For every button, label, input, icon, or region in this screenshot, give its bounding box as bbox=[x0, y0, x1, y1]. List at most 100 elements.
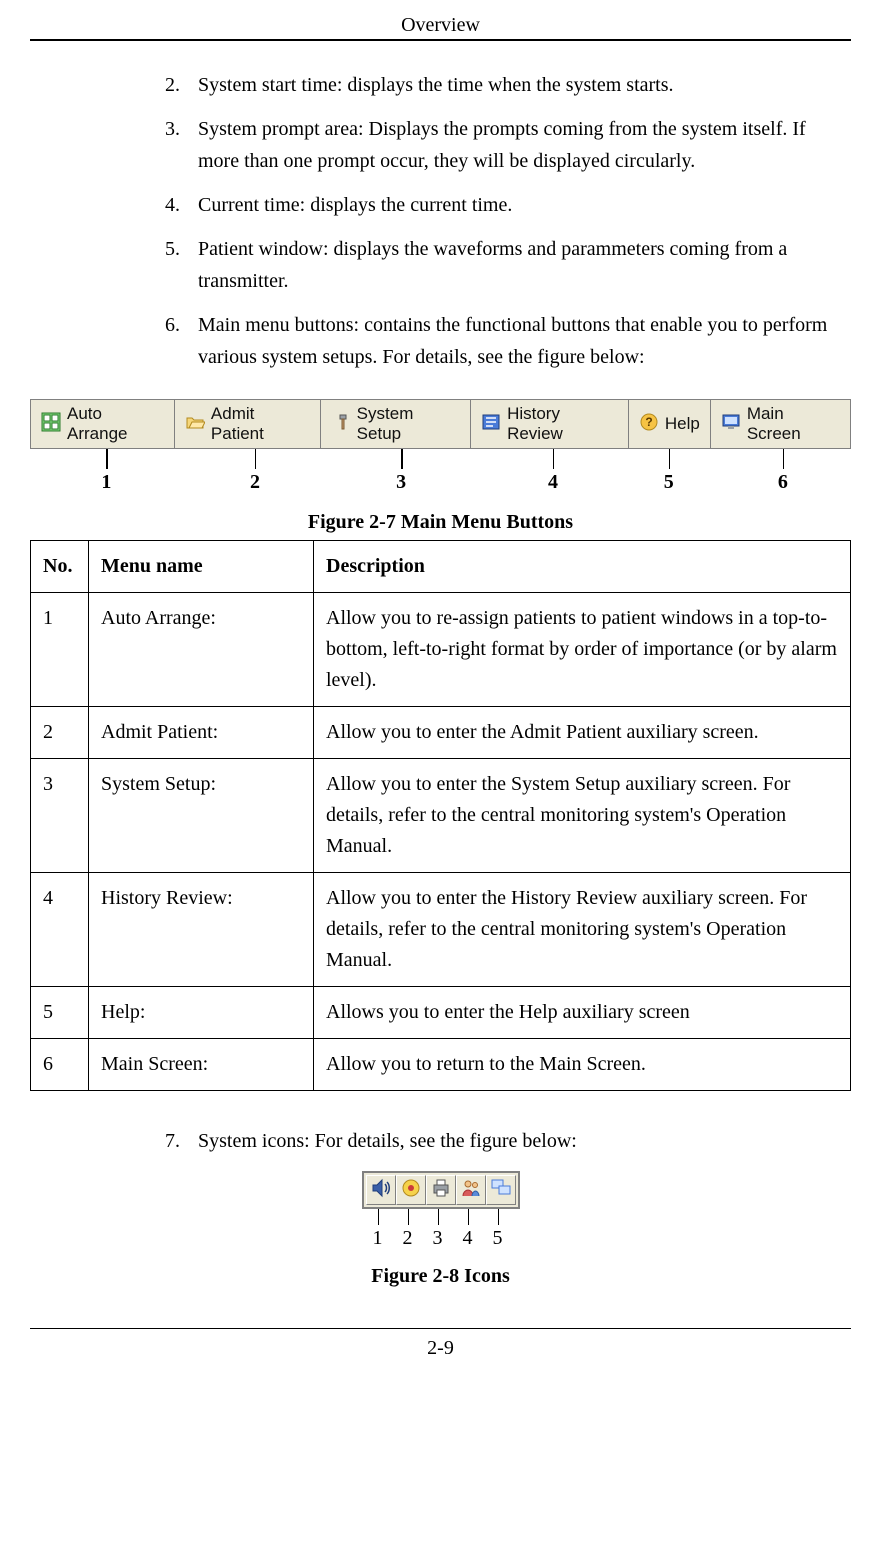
table-header-no: No. bbox=[31, 541, 89, 593]
leader-line bbox=[438, 1209, 440, 1225]
leader-line bbox=[783, 449, 785, 469]
leader-label: 4 bbox=[463, 1227, 473, 1250]
table-cell-desc: Allow you to enter the System Setup auxi… bbox=[314, 759, 851, 873]
table-cell-no: 1 bbox=[31, 593, 89, 707]
table-cell-menu: Auto Arrange: bbox=[89, 593, 314, 707]
table-cell-no: 2 bbox=[31, 707, 89, 759]
printer-icon bbox=[430, 1177, 452, 1204]
list-item-number: 7. bbox=[150, 1125, 180, 1157]
footer-page-number: 2-9 bbox=[30, 1337, 851, 1360]
history-review-button[interactable]: History Review bbox=[471, 400, 629, 448]
table-row: 1 Auto Arrange:Allow you to re-assign pa… bbox=[31, 593, 851, 707]
monitor-icon bbox=[721, 412, 741, 437]
list-item-text: Main menu buttons: contains the function… bbox=[198, 314, 827, 368]
volume-button[interactable] bbox=[366, 1175, 396, 1205]
leader-label: 3 bbox=[433, 1227, 443, 1250]
table-cell-no: 6 bbox=[31, 1039, 89, 1091]
help-button[interactable]: ? Help bbox=[629, 400, 711, 448]
toolbar-button-label: Main Screen bbox=[747, 404, 840, 444]
list-item-text: System start time: displays the time whe… bbox=[198, 74, 674, 96]
header-title: Overview bbox=[30, 14, 851, 39]
toolbar-button-label: History Review bbox=[507, 404, 618, 444]
table-header-desc: Description bbox=[314, 541, 851, 593]
list-item-text: System prompt area: Displays the prompts… bbox=[198, 118, 806, 172]
folder-open-icon bbox=[185, 412, 205, 437]
leader-line bbox=[553, 449, 555, 469]
toolbar-leaders: 123456 bbox=[30, 449, 851, 495]
list-item-number: 2. bbox=[150, 69, 180, 101]
leader-label: 1 bbox=[101, 471, 111, 494]
table-row: 2Admit Patient:Allow you to enter the Ad… bbox=[31, 707, 851, 759]
leader-label: 1 bbox=[373, 1227, 383, 1250]
screens-icon bbox=[490, 1177, 512, 1204]
list-item: 6. Main menu buttons: contains the functi… bbox=[150, 309, 851, 373]
help-icon: ? bbox=[639, 412, 659, 437]
table-cell-desc: Allow you to enter the Admit Patient aux… bbox=[314, 707, 851, 759]
leader-label: 2 bbox=[250, 471, 260, 494]
iconbar-leaders: 12345 bbox=[362, 1209, 514, 1249]
list-item-number: 6. bbox=[150, 309, 180, 341]
table-cell-no: 5 bbox=[31, 987, 89, 1039]
intro-list: 2. System start time: displays the time w… bbox=[150, 69, 851, 373]
table-row: 4History Review:Allow you to enter the H… bbox=[31, 873, 851, 987]
list-item-number: 3. bbox=[150, 113, 180, 145]
table-cell-menu: Admit Patient: bbox=[89, 707, 314, 759]
list-item: 3. System prompt area: Displays the promp… bbox=[150, 113, 851, 177]
leader-line bbox=[378, 1209, 380, 1225]
table-cell-desc: Allows you to enter the Help auxiliary s… bbox=[314, 987, 851, 1039]
table-cell-desc: Allow you to re-assign patients to patie… bbox=[314, 593, 851, 707]
leader-line bbox=[255, 449, 257, 469]
table-cell-desc: Allow you to enter the History Review au… bbox=[314, 873, 851, 987]
screens-button[interactable] bbox=[486, 1175, 516, 1205]
admit-patient-button[interactable]: Admit Patient bbox=[175, 400, 321, 448]
table-header-menu: Menu name bbox=[89, 541, 314, 593]
system-setup-button[interactable]: System Setup bbox=[321, 400, 471, 448]
toolbar-button-label: Auto Arrange bbox=[67, 404, 164, 444]
table-header-row: No. Menu name Description bbox=[31, 541, 851, 593]
leader-label: 5 bbox=[664, 471, 674, 494]
leader-line bbox=[401, 449, 403, 469]
table-cell-no: 3 bbox=[31, 759, 89, 873]
table-cell-desc: Allow you to return to the Main Screen. bbox=[314, 1039, 851, 1091]
table-row: 3System Setup:Allow you to enter the Sys… bbox=[31, 759, 851, 873]
window-grid-icon bbox=[41, 412, 61, 437]
list-item-text: System icons: For details, see the figur… bbox=[198, 1130, 577, 1152]
leader-label: 6 bbox=[778, 471, 788, 494]
users-button[interactable] bbox=[456, 1175, 486, 1205]
hammer-icon bbox=[331, 412, 351, 437]
leader-line bbox=[669, 449, 671, 469]
table-cell-menu: Main Screen: bbox=[89, 1039, 314, 1091]
figure-caption-toolbar: Figure 2-7 Main Menu Buttons bbox=[30, 511, 851, 534]
leader-label: 5 bbox=[493, 1227, 503, 1250]
table-cell-no: 4 bbox=[31, 873, 89, 987]
leader-line bbox=[408, 1209, 410, 1225]
speaker-icon bbox=[370, 1177, 392, 1204]
leader-label: 4 bbox=[548, 471, 558, 494]
table-row: 6Main Screen:Allow you to return to the … bbox=[31, 1039, 851, 1091]
history-icon bbox=[481, 412, 501, 437]
list-item-text: Patient window: displays the waveforms a… bbox=[198, 238, 787, 292]
auto-arrange-button[interactable]: Auto Arrange bbox=[31, 400, 175, 448]
list-item-number: 5. bbox=[150, 233, 180, 265]
leader-line bbox=[468, 1209, 470, 1225]
list-item: 7. System icons: For details, see the fig… bbox=[150, 1125, 851, 1157]
alarm-button[interactable] bbox=[396, 1175, 426, 1205]
list-item: 4.Current time: displays the current tim… bbox=[150, 189, 851, 221]
menu-description-table: No. Menu name Description 1 Auto Arrange… bbox=[30, 540, 851, 1091]
leader-line bbox=[106, 449, 108, 469]
target-icon bbox=[400, 1177, 422, 1204]
print-button[interactable] bbox=[426, 1175, 456, 1205]
list-item-text: Current time: displays the current time. bbox=[198, 194, 512, 216]
leader-label: 2 bbox=[403, 1227, 413, 1250]
table-row: 5Help:Allows you to enter the Help auxil… bbox=[31, 987, 851, 1039]
leader-line bbox=[498, 1209, 500, 1225]
table-cell-menu: History Review: bbox=[89, 873, 314, 987]
toolbar-button-label: System Setup bbox=[357, 404, 460, 444]
users-icon bbox=[460, 1177, 482, 1204]
main-screen-button[interactable]: Main Screen bbox=[711, 400, 850, 448]
table-cell-menu: Help: bbox=[89, 987, 314, 1039]
figure-caption-icons: Figure 2-8 Icons bbox=[30, 1265, 851, 1288]
list-item: 2. System start time: displays the time w… bbox=[150, 69, 851, 101]
system-icon-bar bbox=[362, 1171, 520, 1209]
header-rule bbox=[30, 39, 851, 41]
